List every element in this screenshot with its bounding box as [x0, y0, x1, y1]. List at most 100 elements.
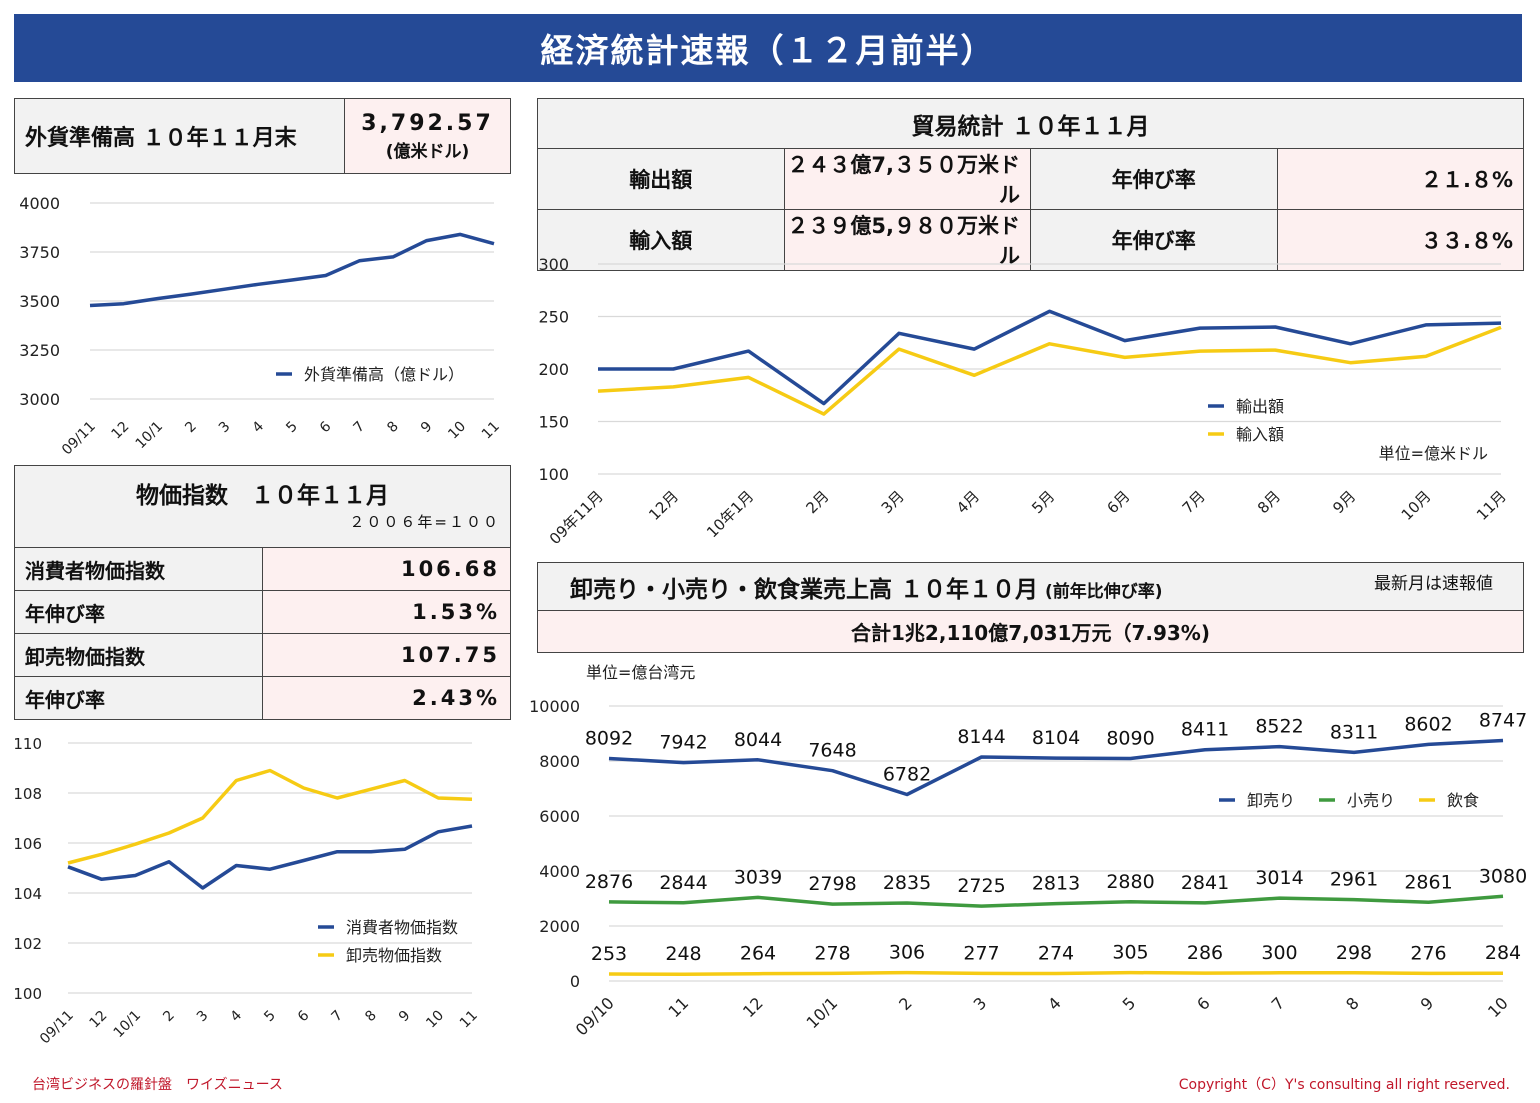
fx-legend-label: 外貨準備高（億ドル） [304, 365, 464, 384]
price-series-line [67, 768, 473, 865]
trade-ytick-label: 250 [538, 308, 569, 327]
sales-data-label: 298 [1336, 942, 1372, 964]
fx-series-line [89, 232, 495, 308]
import-value: ２３９億5,９８０万米ドル [783, 209, 1031, 271]
price-ytick-label: 100 [13, 985, 42, 1003]
sales-data-label: 8144 [957, 726, 1005, 748]
price-ytick-label: 108 [13, 785, 42, 803]
price-title-cell: 物価指数 １０年１１月 ２００６年=１００ [14, 465, 511, 548]
import-label: 輸入額 [537, 209, 785, 271]
sales-data-label: 2725 [957, 875, 1005, 897]
sales-ytick-label: 2000 [539, 917, 580, 936]
sales-data-label: 2813 [1032, 873, 1080, 895]
price-title: 物価指数 １０年１１月 [136, 483, 389, 509]
sales-data-label: 264 [740, 943, 776, 965]
sales-data-label: 2798 [808, 873, 856, 895]
fx-reserve-unit: (億米ドル) [385, 141, 470, 162]
wpi-label: 卸売物価指数 [14, 633, 263, 677]
sales-title-cell: 卸売り・小売り・飲食業売上高 １０年１０月 (前年比伸び率) 最新月は速報値 [537, 562, 1524, 611]
trade-series-line [598, 309, 1502, 406]
sales-xtick-label: 4 [1044, 993, 1065, 1014]
wpi-growth-label: 年伸び率 [14, 676, 263, 720]
sales-box: 卸売り・小売り・飲食業売上高 １０年１０月 (前年比伸び率) 最新月は速報値 合… [537, 562, 1524, 653]
sales-data-label: 3014 [1255, 867, 1303, 889]
export-growth-value: ２１.８% [1276, 148, 1524, 210]
sales-ytick-label: 6000 [539, 807, 580, 826]
sales-xtick-label: 3 [970, 993, 991, 1014]
wpi-value: 107.75 [262, 633, 511, 677]
sales-xtick-label: 7 [1268, 993, 1289, 1014]
trade-ytick-label: 100 [538, 465, 569, 484]
trade-legend-label: 輸入額 [1236, 425, 1284, 444]
footer-right: Copyright（C）Y's consulting all right res… [1178, 1077, 1510, 1093]
export-label: 輸出額 [537, 148, 785, 210]
trade-ytick-label: 200 [538, 360, 569, 379]
price-index-box: 物価指数 １０年１１月 ２００６年=１００ 消費者物価指数 106.68 年伸び… [14, 465, 511, 720]
sales-data-label: 7648 [808, 740, 856, 762]
sales-xtick-label: 2 [895, 993, 916, 1014]
sales-data-label: 2841 [1181, 872, 1229, 894]
sales-data-label: 2844 [659, 872, 707, 894]
price-legend-label: 卸売物価指数 [346, 946, 442, 965]
sales-ytick-label: 10000 [529, 697, 580, 716]
import-growth-value: ３３.８% [1276, 209, 1524, 271]
sales-xtick-label: 09/10 [572, 993, 618, 1039]
price-legend-label: 消費者物価指数 [346, 918, 458, 937]
sales-data-label: 286 [1187, 942, 1223, 964]
sales-data-label: 3039 [734, 866, 782, 888]
sales-xtick-label: 12 [739, 993, 767, 1021]
fx-ytick-label: 3250 [19, 341, 60, 360]
sales-data-label: 253 [591, 943, 627, 965]
sales-xtick-label: 10/1 [802, 993, 841, 1032]
sales-data-label: 277 [963, 942, 999, 964]
sales-data-label: 8104 [1032, 727, 1080, 749]
wpi-growth-value: 2.43% [262, 676, 511, 720]
sales-data-label: 8092 [585, 727, 633, 749]
sales-data-label: 2835 [883, 872, 931, 894]
sales-data-label: 274 [1038, 942, 1074, 964]
sales-data-label: 2880 [1106, 871, 1154, 893]
banner-title: 経済統計速報（１２月前半） [14, 14, 1522, 82]
cpi-value: 106.68 [262, 547, 511, 591]
sales-series-line [608, 970, 1504, 976]
cpi-label: 消費者物価指数 [14, 547, 263, 591]
export-growth-label: 年伸び率 [1030, 148, 1278, 210]
sales-data-label: 8522 [1255, 716, 1303, 738]
sales-xtick-label: 11 [664, 993, 692, 1021]
sales-unit-note: 単位=億台湾元 [586, 663, 695, 682]
sales-legend-label: 小売り [1347, 791, 1395, 810]
fx-reserve-value: 3,792.57 [361, 110, 494, 136]
export-value: ２４３億7,３５０万米ドル [783, 148, 1031, 210]
sales-ytick-label: 8000 [539, 752, 580, 771]
import-growth-label: 年伸び率 [1030, 209, 1278, 271]
trade-stats-box: 貿易統計 １０年１１月 輸出額 ２４３億7,３５０万米ドル 年伸び率 ２１.８%… [537, 98, 1524, 271]
fx-reserve-cell: 3,792.57 (億米ドル) [344, 98, 511, 174]
cpi-growth-value: 1.53% [262, 590, 511, 634]
sales-data-label: 2861 [1404, 871, 1452, 893]
sales-ytick-label: 0 [570, 972, 580, 991]
sales-legend-label: 卸売り [1247, 791, 1295, 810]
sales-xtick-label: 10 [1484, 993, 1512, 1021]
price-ytick-label: 110 [13, 735, 42, 753]
sales-title-note: (前年比伸び率) [1044, 581, 1163, 602]
sales-total: 合計1兆2,110億7,031万元（7.93%) [537, 610, 1524, 653]
fx-ytick-label: 3000 [19, 390, 60, 409]
sales-legend-label: 飲食 [1447, 791, 1479, 810]
cpi-growth-label: 年伸び率 [14, 590, 263, 634]
sales-xtick-label: 5 [1119, 993, 1140, 1014]
sales-title: 卸売り・小売り・飲食業売上高 １０年１０月 [570, 576, 1039, 603]
trade-title: 貿易統計 １０年１１月 [537, 98, 1524, 149]
fx-ytick-label: 4000 [19, 194, 60, 213]
sales-data-label: 7942 [659, 732, 707, 754]
trade-unit-note: 単位=億米ドル [1379, 444, 1488, 463]
sales-data-label: 8602 [1404, 713, 1452, 735]
sales-remark: 最新月は速報値 [1374, 573, 1493, 594]
sales-data-label: 8411 [1181, 719, 1229, 741]
sales-data-label: 2876 [585, 871, 633, 893]
sales-data-label: 278 [814, 942, 850, 964]
sales-xtick-label: 9 [1417, 993, 1438, 1014]
sales-xtick-label: 8 [1342, 993, 1363, 1014]
sales-chart: 0 2000 4000 6000 8000 10000 09/10 11 12 10/1 2 3 4 5 6… [529, 663, 1527, 1039]
